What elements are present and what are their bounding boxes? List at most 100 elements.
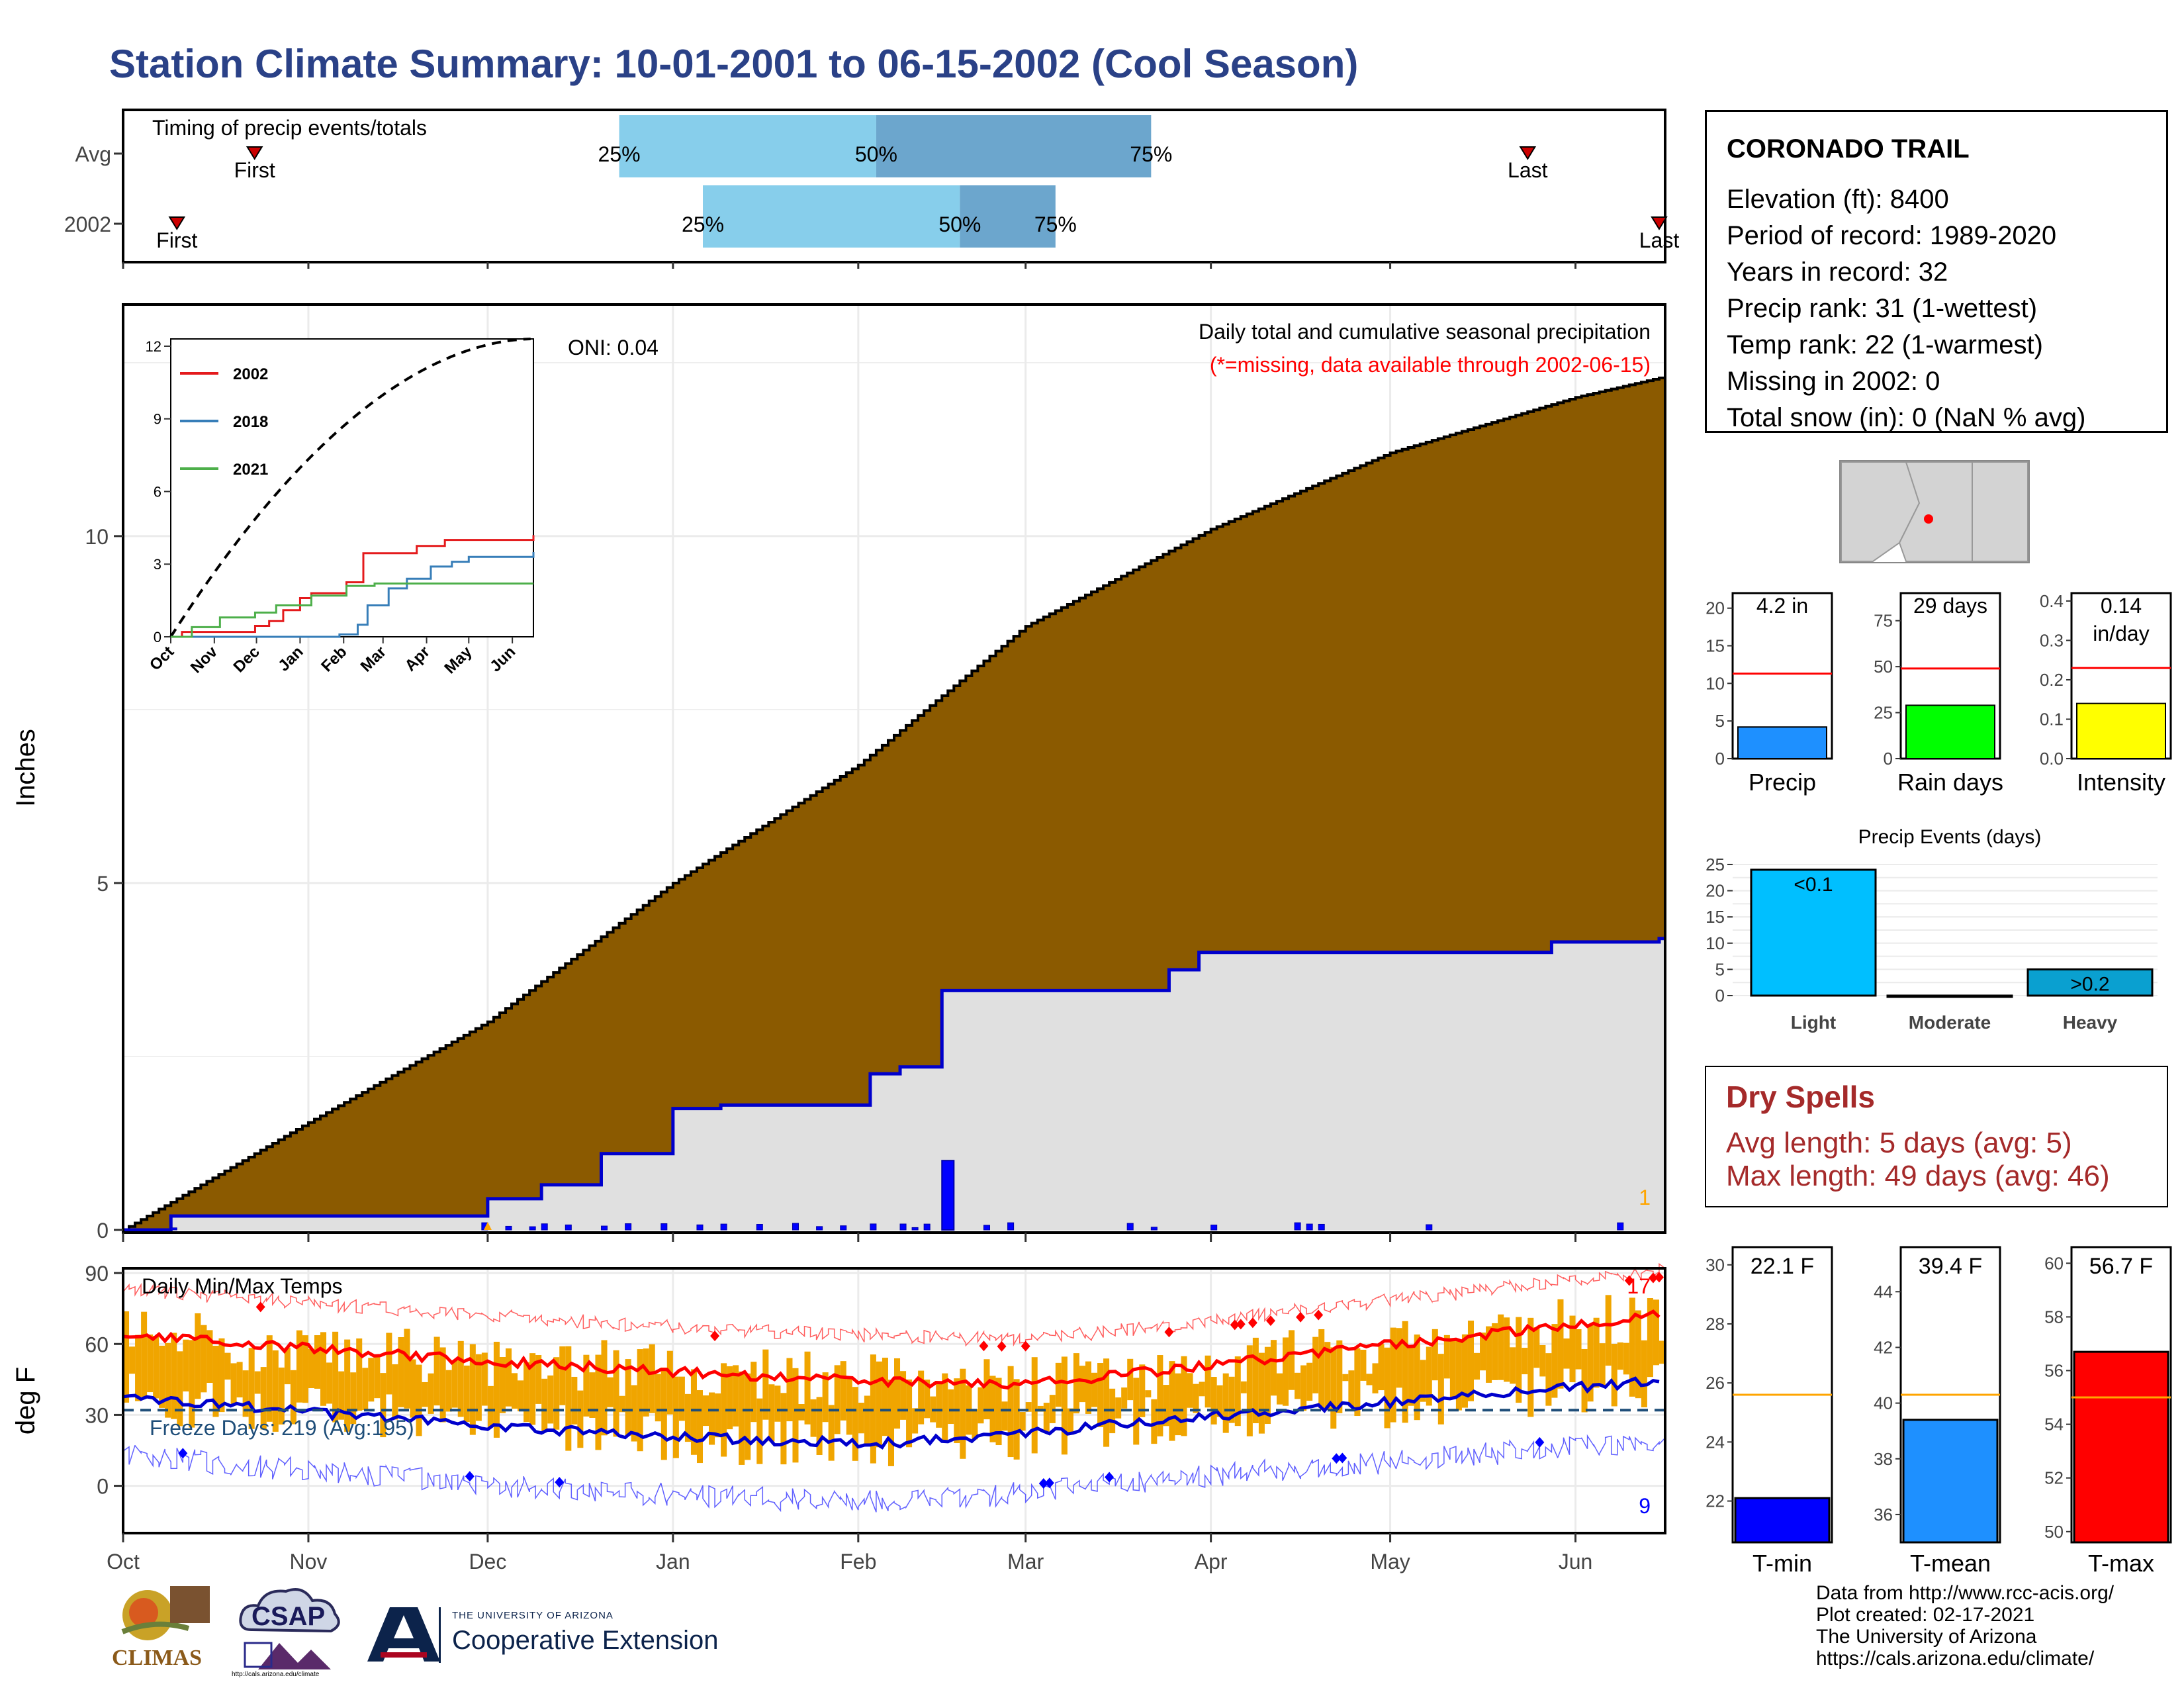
event-category-label: Moderate [1909, 1012, 1991, 1033]
station-name: CORONADO TRAIL [1727, 134, 1970, 164]
inset-y-tick-label: 0 [154, 629, 161, 645]
daily-precip-bar [870, 1223, 877, 1231]
daily-temp-bar [445, 1370, 452, 1412]
daily-temp-bar [147, 1335, 154, 1393]
daily-temp-bar [374, 1357, 381, 1399]
record-high-marker [1236, 1319, 1246, 1330]
daily-temp-bar [721, 1363, 727, 1457]
daily-temp-bar [499, 1356, 506, 1413]
events-y-tick-label: 10 [1706, 933, 1725, 953]
daily-temp-bar [595, 1354, 602, 1450]
daily-temp-bar [1246, 1345, 1253, 1436]
daily-temp-bar [637, 1349, 643, 1452]
daily-temp-bar [1533, 1327, 1540, 1368]
daily-temp-bar [864, 1395, 870, 1445]
daily-temp-bar [655, 1374, 661, 1422]
record-low-marker [1105, 1472, 1115, 1483]
daily-temp-bar [475, 1354, 482, 1421]
daily-temp-bar [1455, 1339, 1462, 1411]
daily-temp-bar [1563, 1338, 1570, 1369]
small-bar-y-tick-label: 15 [1706, 636, 1725, 656]
oni-label: ONI: 0.04 [568, 336, 659, 359]
daily-precip-bar [1210, 1225, 1218, 1231]
month-label: Oct [107, 1550, 140, 1573]
main-y-tick-label: 0 [97, 1219, 109, 1243]
small-bar-y-tick-label: 75 [1874, 611, 1893, 631]
daily-temp-bar [696, 1390, 704, 1464]
daily-temp-bar [1432, 1329, 1438, 1381]
daily-temp-bar [1037, 1405, 1044, 1412]
inset-y-tick-label: 3 [154, 556, 161, 573]
daily-precip-bar [1306, 1223, 1313, 1231]
daily-temp-bar [887, 1380, 894, 1466]
temp-bar-value: 39.4 F [1919, 1254, 1982, 1279]
daily-temp-bar [505, 1348, 512, 1407]
small-bar [1737, 726, 1827, 759]
temp-bar-y-tick-label: 26 [1706, 1373, 1725, 1393]
daily-temp-bar [1659, 1340, 1665, 1364]
daily-temp-bar [1043, 1403, 1050, 1432]
daily-temp-bar [1396, 1328, 1402, 1388]
daily-temp-bar [1522, 1348, 1528, 1375]
record-high-marker [1021, 1340, 1030, 1352]
daily-temp-bar [1629, 1297, 1635, 1397]
daily-temp-bar [236, 1362, 243, 1398]
daily-temp-bar [1414, 1335, 1420, 1421]
daily-temp-bar [493, 1341, 500, 1438]
daily-precip-bar [1426, 1224, 1433, 1231]
daily-temp-bar [756, 1398, 763, 1464]
daily-temp-bar [672, 1376, 679, 1458]
record-high-marker [1164, 1327, 1174, 1338]
last-label: Last [1639, 228, 1680, 252]
temp-plot-frame [122, 1267, 1666, 1534]
daily-temp-bar [1252, 1337, 1259, 1423]
daily-temp-bar [816, 1397, 823, 1455]
record-low-marker [1038, 1478, 1048, 1489]
daily-temp-bar [1420, 1360, 1426, 1402]
temp-bar [1734, 1497, 1831, 1544]
event-bar-label: >0.2 [2070, 973, 2109, 995]
small-bar-y-tick-label: 0.2 [2040, 670, 2064, 690]
record-high-marker [1296, 1311, 1306, 1323]
daily-temp-bar [529, 1353, 536, 1425]
daily-temp-bar [326, 1362, 333, 1404]
daily-temp-bar [1390, 1327, 1396, 1423]
daily-precip-bar [1126, 1223, 1134, 1231]
daily-temp-bar [1181, 1356, 1187, 1436]
daily-temp-bar [224, 1352, 231, 1380]
daily-temp-bar [518, 1380, 524, 1412]
csap-logo: CSAP http://cals.arizona.edu/climate [232, 1583, 351, 1681]
daily-temp-bar [1216, 1385, 1223, 1417]
daily-temp-bar [1193, 1383, 1199, 1413]
month-label: May [1370, 1550, 1410, 1573]
daily-temp-bar [320, 1332, 327, 1406]
missing-note: (*=missing, data available through 2002-… [1210, 353, 1651, 377]
daily-temp-bar [1443, 1335, 1450, 1379]
timing-bar-light [619, 115, 876, 177]
missing-day-marker [483, 1222, 492, 1230]
daily-temp-bar [1318, 1329, 1325, 1409]
daily-temp-bar [1258, 1352, 1265, 1434]
daily-temp-bar [768, 1384, 775, 1442]
credit-line: Data from http://www.rcc-acis.org/ [1816, 1582, 2115, 1604]
daily-temp-bar [314, 1335, 321, 1389]
inset-y-tick-label: 9 [154, 411, 161, 428]
station-location-marker [1924, 514, 1933, 524]
temp-bar-y-tick-label: 36 [1874, 1505, 1893, 1524]
daily-temp-bar [183, 1339, 189, 1392]
month-label: Feb [840, 1550, 876, 1573]
record-high-marker [1314, 1309, 1324, 1321]
daily-temp-bar [559, 1346, 566, 1405]
daily-temp-bar [541, 1378, 548, 1432]
daily-precip-bar [983, 1225, 990, 1231]
inset-y-tick-label: 12 [146, 338, 161, 355]
temp-bar-y-tick-label: 24 [1706, 1432, 1725, 1452]
daily-temp-bar [1545, 1353, 1552, 1406]
daily-temp-bar [660, 1367, 667, 1460]
small-bar-value: 29 days [1913, 594, 1987, 618]
csap-logo-text: CSAP [251, 1602, 326, 1631]
daily-temp-bar [1187, 1373, 1193, 1408]
temp-bar-value: 22.1 F [1751, 1254, 1814, 1279]
daily-temp-bar [296, 1330, 302, 1403]
temp-bar-y-tick-label: 52 [2044, 1468, 2064, 1488]
